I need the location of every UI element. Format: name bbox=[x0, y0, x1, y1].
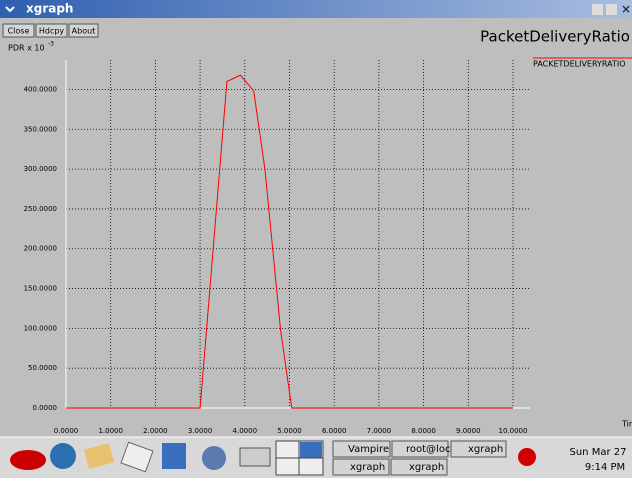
browser-icon[interactable] bbox=[50, 443, 76, 469]
x-tick-label: 5.0000 bbox=[277, 427, 302, 435]
task-label: root@loc bbox=[406, 444, 450, 455]
y-label: PDR x 10 bbox=[8, 44, 45, 53]
task-label: xgraph bbox=[468, 444, 503, 455]
y-tick-label: 0.0000 bbox=[33, 404, 58, 412]
clock-date: Sun Mar 27 bbox=[570, 447, 627, 458]
x-tick-label: 9.0000 bbox=[456, 427, 481, 435]
hdcpy-label: Hdcpy bbox=[39, 27, 65, 36]
y-tick-label: 100.0000 bbox=[24, 324, 57, 332]
x-tick-label: 0.0000 bbox=[54, 427, 79, 435]
start-icon[interactable] bbox=[10, 450, 46, 470]
close-label: Close bbox=[8, 27, 30, 36]
y-tick-label: 350.0000 bbox=[24, 125, 57, 133]
x-tick-label: 10.0000 bbox=[499, 427, 528, 435]
y-tick-label: 250.0000 bbox=[24, 205, 57, 213]
toolbar: Close Hdcpy About bbox=[3, 24, 98, 37]
x-tick-label: 2.0000 bbox=[143, 427, 168, 435]
x-tick-label: 6.0000 bbox=[322, 427, 347, 435]
minimize[interactable] bbox=[592, 4, 603, 15]
chart-title: PacketDeliveryRatio bbox=[480, 28, 630, 46]
print-icon[interactable] bbox=[240, 448, 270, 466]
impress-icon[interactable] bbox=[202, 446, 226, 470]
y-tick-label: 200.0000 bbox=[24, 245, 57, 253]
calc-icon[interactable] bbox=[162, 443, 186, 469]
x-tick-label: 4.0000 bbox=[233, 427, 258, 435]
title-bar bbox=[0, 0, 632, 18]
x-tick-label: 1.0000 bbox=[98, 427, 123, 435]
y-label-exponent: -3 bbox=[48, 41, 54, 48]
x-tick-label: 3.0000 bbox=[188, 427, 213, 435]
task-label: Vampire bbox=[348, 444, 389, 455]
about-label: About bbox=[72, 27, 96, 36]
task-label: xgraph bbox=[409, 462, 444, 473]
maximize[interactable] bbox=[606, 4, 617, 15]
close-window[interactable]: ✕ bbox=[621, 3, 631, 17]
screen: xgraph ✕ Close Hdcpy About PacketDeliver… bbox=[0, 0, 632, 478]
x-tick-label: 7.0000 bbox=[367, 427, 392, 435]
x-label: Tim bbox=[621, 420, 632, 429]
page: xgraph ✕ Close Hdcpy About PacketDeliver… bbox=[0, 0, 632, 478]
clock-time: 9:14 PM bbox=[585, 462, 625, 473]
pager-active bbox=[300, 442, 322, 458]
taskbar: Vampire root@loc xgraph xgraph xgraph Su… bbox=[0, 437, 632, 478]
window-title: xgraph bbox=[26, 2, 73, 16]
y-tick-label: 50.0000 bbox=[28, 364, 57, 372]
legend-label: PACKETDELIVERYRATIO bbox=[533, 60, 626, 69]
status-icon[interactable] bbox=[518, 448, 536, 466]
x-tick-label: 8.0000 bbox=[411, 427, 436, 435]
y-tick-label: 400.0000 bbox=[24, 85, 57, 93]
y-tick-label: 150.0000 bbox=[24, 285, 57, 293]
task-label: xgraph bbox=[350, 462, 385, 473]
y-tick-label: 300.0000 bbox=[24, 165, 57, 173]
